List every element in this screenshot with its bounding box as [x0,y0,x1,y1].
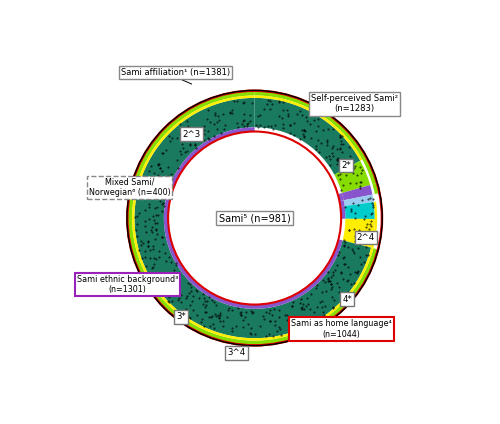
Polygon shape [344,202,375,219]
Polygon shape [371,219,377,248]
Polygon shape [342,185,372,200]
Polygon shape [372,183,380,194]
Polygon shape [338,193,344,201]
Text: 4*: 4* [342,295,352,304]
Polygon shape [362,157,377,184]
Text: Self-perceived Sami²
(n=1283): Self-perceived Sami² (n=1283) [310,94,398,114]
Polygon shape [334,161,370,193]
Text: 2*: 2* [341,161,351,170]
Polygon shape [254,95,362,161]
Circle shape [126,89,384,347]
Text: Sami affiliation¹ (n=1381): Sami affiliation¹ (n=1381) [121,67,230,77]
Text: 3^4: 3^4 [228,349,246,357]
Polygon shape [134,98,371,338]
Circle shape [168,132,341,304]
Polygon shape [254,91,366,159]
Text: 2^3: 2^3 [182,130,200,139]
Polygon shape [340,206,345,219]
Polygon shape [340,200,344,206]
Text: Mixed Sami/
Norwegian⁶ (n=400): Mixed Sami/ Norwegian⁶ (n=400) [88,178,170,197]
Text: 2^4: 2^4 [357,233,375,242]
Text: Sami as home language⁴
(n=1044): Sami as home language⁴ (n=1044) [291,319,392,339]
Polygon shape [164,127,342,309]
Text: Sami ethnic background³
(n=1301): Sami ethnic background³ (n=1301) [77,275,178,294]
Polygon shape [132,95,374,340]
Text: 3*: 3* [176,312,186,321]
Polygon shape [128,91,378,346]
Polygon shape [342,219,375,248]
Text: Sami⁵ (n=981): Sami⁵ (n=981) [218,213,290,223]
Polygon shape [254,98,360,175]
Polygon shape [344,195,374,206]
Polygon shape [374,202,377,219]
